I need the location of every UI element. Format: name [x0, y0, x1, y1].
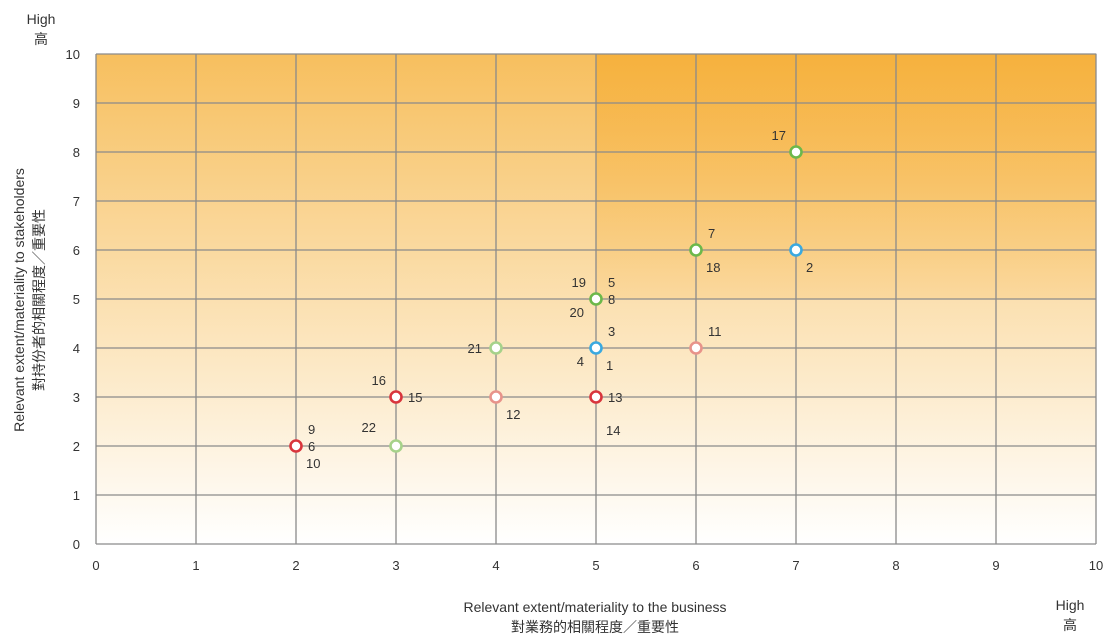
point-label: 12: [506, 407, 520, 422]
point-label: 11: [708, 324, 722, 339]
data-point: [689, 341, 703, 355]
point-label: 20: [570, 305, 584, 320]
point-label: 19: [572, 275, 586, 290]
x-axis-title: Relevant extent/materiality to the busin…: [463, 599, 726, 615]
x-tick-label: 2: [292, 558, 299, 573]
y-ticks: 0 1 2 3 4 5 6 7 8 9 10: [66, 47, 80, 552]
x-tick-label: 3: [392, 558, 399, 573]
point-label: 1: [606, 358, 613, 373]
data-point: [389, 439, 403, 453]
point-label: 18: [706, 260, 720, 275]
point-label: 14: [606, 423, 620, 438]
x-tick-label: 1: [192, 558, 199, 573]
x-axis-title-zh: 對業務的相關程度／重要性: [511, 619, 679, 635]
point-label: 17: [772, 128, 786, 143]
highlight-region: [595, 53, 1097, 300]
point-label: 9: [308, 422, 315, 437]
y-axis-title: Relevant extent/materiality to stakehold…: [11, 168, 27, 432]
point-label: 22: [362, 420, 376, 435]
point-label: 15: [408, 390, 422, 405]
point-label: 3: [608, 324, 615, 339]
x-high-label: High: [1056, 597, 1085, 613]
x-tick-label: 7: [792, 558, 799, 573]
data-points: 9 6 10 16 15 22 21 12 19 5 8 20 3 4 1 13 14 7 18 11 17 2: [289, 128, 813, 471]
point-label: 5: [608, 275, 615, 290]
x-tick-label: 8: [892, 558, 899, 573]
point-label: 2: [806, 260, 813, 275]
x-tick-label: 0: [92, 558, 99, 573]
point-label: 7: [708, 226, 715, 241]
data-point: [289, 439, 303, 453]
data-point: [389, 390, 403, 404]
y-high-label: High: [27, 11, 56, 27]
y-tick-label: 5: [73, 292, 80, 307]
point-label: 6: [308, 439, 315, 454]
x-tick-label: 4: [492, 558, 499, 573]
y-tick-label: 2: [73, 439, 80, 454]
y-tick-label: 7: [73, 194, 80, 209]
x-tick-label: 9: [992, 558, 999, 573]
x-high-label-zh: 高: [1063, 617, 1077, 633]
x-tick-label: 5: [592, 558, 599, 573]
y-tick-label: 6: [73, 243, 80, 258]
y-axis-title-zh: 對持份者的相關程度／重要性: [31, 209, 47, 391]
y-tick-label: 1: [73, 488, 80, 503]
point-label: 10: [306, 456, 320, 471]
point-label: 21: [468, 341, 482, 356]
point-label: 8: [608, 292, 615, 307]
data-point: [789, 145, 803, 159]
x-tick-label: 6: [692, 558, 699, 573]
data-point: [589, 390, 603, 404]
y-tick-label: 4: [73, 341, 80, 356]
data-point: [489, 341, 503, 355]
point-label: 13: [608, 390, 622, 405]
y-high-label-zh: 高: [34, 31, 48, 47]
y-tick-label: 8: [73, 145, 80, 160]
data-point: [489, 390, 503, 404]
y-tick-label: 3: [73, 390, 80, 405]
x-ticks: 0 1 2 3 4 5 6 7 8 9 10: [92, 558, 1103, 573]
point-label: 16: [372, 373, 386, 388]
data-point: [589, 341, 603, 355]
data-point: [589, 292, 603, 306]
y-tick-label: 10: [66, 47, 80, 62]
data-point: [789, 243, 803, 257]
y-tick-label: 0: [73, 537, 80, 552]
data-point: [689, 243, 703, 257]
y-tick-label: 9: [73, 96, 80, 111]
x-tick-label: 10: [1089, 558, 1103, 573]
point-label: 4: [577, 354, 584, 369]
grid: [95, 53, 1097, 545]
